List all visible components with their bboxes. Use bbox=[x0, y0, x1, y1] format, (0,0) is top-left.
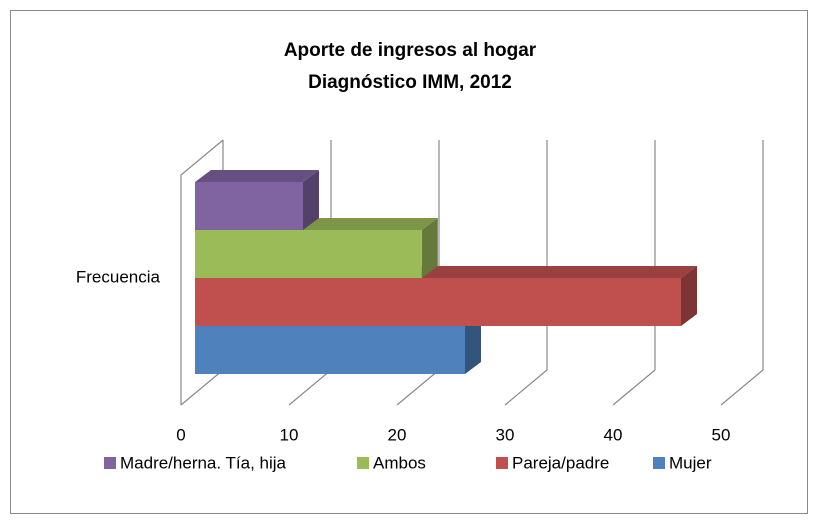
x-tick-label: 0 bbox=[176, 425, 185, 444]
y-category-label: Frecuencia bbox=[76, 267, 161, 286]
legend-label: Pareja/padre bbox=[512, 453, 609, 472]
side-wall bbox=[180, 139, 224, 405]
chart-title: Aporte de ingresos al hogar bbox=[284, 40, 537, 61]
legend-swatch bbox=[496, 457, 508, 469]
x-tick-label: 50 bbox=[712, 425, 731, 444]
bar-side bbox=[465, 314, 481, 374]
x-tick-label: 30 bbox=[496, 425, 515, 444]
bar-side bbox=[303, 170, 319, 230]
floor-grid-line bbox=[504, 369, 548, 406]
bar bbox=[195, 326, 465, 374]
floor-grid-line bbox=[288, 369, 332, 406]
chart-subtitle: Diagnóstico IMM, 2012 bbox=[308, 72, 512, 93]
legend-swatch bbox=[104, 457, 116, 469]
floor-grid-line bbox=[396, 369, 440, 406]
bar bbox=[195, 182, 303, 230]
x-tick-label: 10 bbox=[280, 425, 299, 444]
bar-side bbox=[681, 266, 697, 326]
floor-grid-line bbox=[180, 369, 224, 406]
legend-label: Madre/herna. Tía, hija bbox=[120, 453, 287, 472]
floor-grid-line bbox=[720, 369, 764, 406]
legend-label: Mujer bbox=[669, 453, 712, 472]
bar bbox=[195, 278, 681, 326]
bar-top bbox=[195, 170, 319, 182]
legend-swatch bbox=[357, 457, 369, 469]
bar-side bbox=[421, 218, 438, 278]
x-tick-label: 40 bbox=[604, 425, 623, 444]
floor-grid-line bbox=[612, 369, 656, 406]
legend-label: Ambos bbox=[373, 453, 426, 472]
bar bbox=[195, 230, 422, 278]
x-tick-label: 20 bbox=[388, 425, 407, 444]
legend-swatch bbox=[653, 457, 665, 469]
